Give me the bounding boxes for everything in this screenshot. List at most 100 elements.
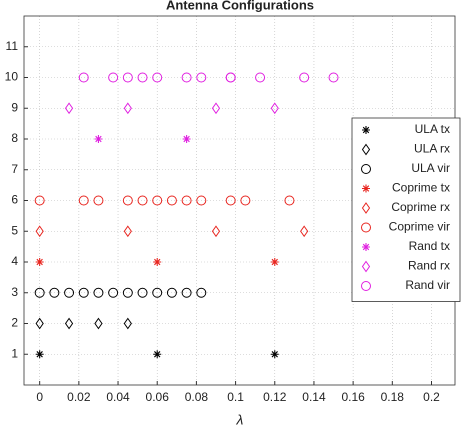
point	[225, 195, 236, 206]
y-tick-label: 2	[11, 316, 18, 330]
legend-marker	[361, 164, 371, 174]
x-tick-label: 0.14	[302, 390, 326, 404]
legend-marker	[362, 243, 370, 251]
point	[78, 72, 89, 83]
point	[196, 195, 207, 206]
x-tick-label: 0.02	[67, 390, 91, 404]
legend-label: Coprime vir	[389, 220, 450, 234]
point	[181, 287, 192, 298]
point	[284, 195, 295, 206]
point	[35, 317, 44, 330]
point	[300, 225, 309, 238]
x-tick-label: 0.08	[185, 390, 209, 404]
point	[94, 135, 103, 143]
legend-label: ULA vir	[411, 161, 450, 175]
point	[225, 72, 236, 83]
x-tick-label: 0.06	[146, 390, 170, 404]
y-tick-label: 5	[11, 223, 18, 237]
legend-label: Coprime rx	[391, 200, 450, 214]
point	[64, 102, 74, 115]
point	[181, 195, 192, 206]
x-tick-label: 0.16	[341, 390, 365, 404]
y-tick-label: 10	[5, 70, 19, 84]
point	[270, 258, 279, 266]
point	[196, 72, 207, 83]
legend-label: Rand vir	[405, 278, 450, 292]
point	[64, 287, 75, 298]
point	[108, 287, 119, 298]
point	[181, 72, 192, 83]
point	[122, 195, 133, 206]
y-tick-label: 4	[11, 254, 18, 268]
point	[122, 72, 133, 83]
point	[34, 195, 45, 206]
point	[49, 287, 60, 298]
y-tick-label: 9	[11, 100, 18, 114]
point	[137, 72, 148, 83]
point	[123, 317, 132, 330]
x-tick-label: 0.1	[227, 390, 244, 404]
point	[93, 287, 104, 298]
point	[93, 195, 104, 206]
legend-label: ULA rx	[414, 142, 450, 156]
legend-marker	[362, 126, 370, 134]
point	[240, 195, 251, 206]
point	[270, 350, 279, 359]
point	[35, 258, 44, 266]
point	[196, 287, 207, 298]
point	[137, 287, 148, 298]
point	[34, 287, 45, 298]
legend-marker	[361, 222, 371, 233]
legend-label: Rand rx	[408, 259, 450, 273]
point	[123, 102, 132, 115]
point	[123, 225, 132, 238]
legend-marker	[361, 260, 371, 273]
point	[270, 102, 279, 115]
point	[211, 102, 221, 115]
point	[153, 350, 162, 359]
point	[166, 287, 177, 298]
y-tick-label: 3	[11, 285, 18, 299]
legend-label: Coprime tx	[392, 181, 450, 195]
chart-title: Antenna Configurations	[166, 0, 314, 12]
legend: ULA tx ULA rx ULA vir Coprime tx Coprime rx C…	[351, 117, 461, 302]
point	[64, 317, 74, 330]
legend-marker	[361, 281, 371, 291]
legend-marker	[361, 143, 371, 156]
point	[35, 225, 44, 238]
y-tick-label: 6	[11, 193, 18, 207]
x-axis-label: λ	[236, 412, 244, 428]
point	[328, 72, 339, 83]
point	[152, 72, 163, 83]
legend-box	[351, 117, 461, 302]
point	[152, 195, 163, 206]
point	[255, 72, 266, 83]
point	[35, 350, 44, 359]
point	[152, 287, 163, 298]
legend-marker	[362, 184, 370, 193]
legend-label: Rand tx	[409, 239, 450, 253]
x-tick-label: 0.18	[381, 390, 405, 404]
point	[153, 258, 162, 266]
x-tick-label: 0.12	[263, 390, 287, 404]
point	[94, 317, 103, 330]
point	[166, 195, 177, 206]
x-tick-label: 0.04	[106, 390, 130, 404]
point	[122, 287, 133, 298]
legend-marker	[361, 202, 371, 214]
y-tick-label: 8	[11, 131, 18, 145]
point	[137, 195, 148, 206]
y-tick-label: 11	[6, 39, 19, 53]
y-tick-label: 7	[11, 162, 18, 176]
point	[78, 287, 89, 298]
x-tick-label: 0.2	[423, 390, 440, 404]
x-tick-label: 0	[36, 390, 43, 404]
y-tick-label: 1	[11, 346, 18, 360]
point	[211, 225, 221, 238]
point	[299, 72, 310, 83]
point	[108, 72, 119, 83]
point	[78, 195, 89, 206]
legend-label: ULA tx	[415, 122, 450, 136]
point	[182, 135, 191, 143]
